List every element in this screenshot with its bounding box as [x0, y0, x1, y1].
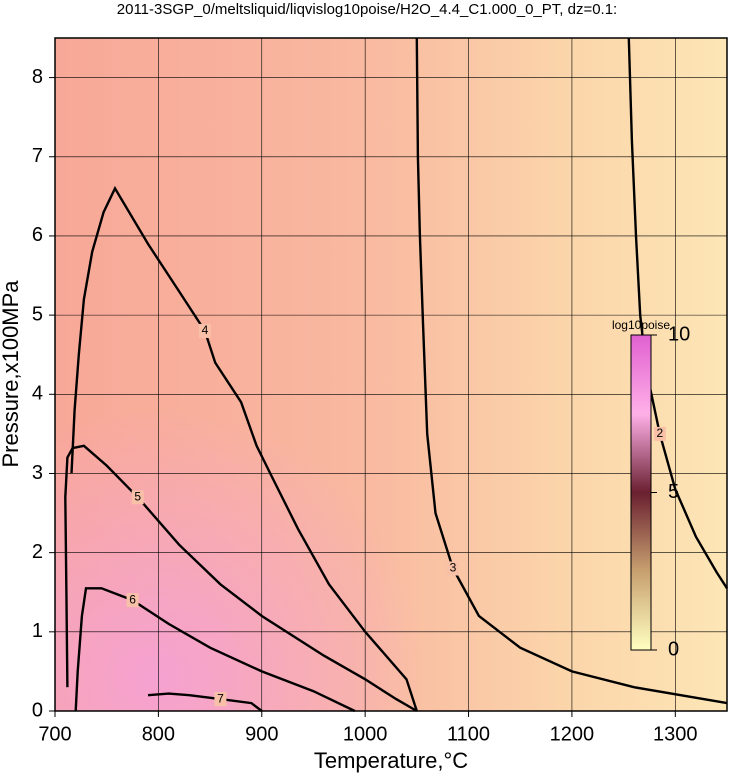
y-tick-label: 2: [32, 541, 43, 563]
contour-label: 5: [134, 489, 141, 503]
x-tick-label: 1200: [550, 723, 595, 745]
y-tick-label: 1: [32, 620, 43, 642]
colorbar-label: log10poise: [612, 318, 670, 332]
x-tick-label: 1000: [343, 723, 388, 745]
x-tick-label: 800: [142, 723, 175, 745]
contour-line: [415, 37, 728, 705]
y-tick-label: 7: [32, 145, 43, 167]
contour-line: [627, 37, 729, 589]
chart-title: 2011-3SGP_0/meltsliquid/liqvislog10poise…: [117, 1, 617, 18]
y-tick-label: 8: [32, 66, 43, 88]
plot-shade: [55, 38, 727, 711]
x-axis-label: Temperature,°C: [314, 748, 468, 773]
x-tick-label: 700: [38, 723, 71, 745]
contour-label-bg: [214, 692, 227, 707]
y-axis-label: Pressure,x100MPa: [0, 280, 23, 468]
y-tick-label: 5: [32, 303, 43, 325]
contour-label: 2: [656, 426, 663, 440]
contour-label-bg: [126, 593, 139, 608]
colorbar-tick-label: 0: [668, 638, 679, 660]
colorbar: [630, 334, 652, 651]
contour-label-bg: [131, 490, 144, 505]
contour-label: 6: [129, 592, 136, 606]
x-tick-label: 900: [245, 723, 278, 745]
contour-label: 3: [450, 561, 457, 575]
contour-label: 4: [202, 323, 209, 337]
contour-label-bg: [447, 561, 460, 576]
contour-label: 7: [217, 691, 224, 705]
y-tick-label: 6: [32, 224, 43, 246]
x-tick-label: 1300: [653, 723, 698, 745]
plot-frame: [54, 37, 728, 712]
y-tick-label: 4: [32, 383, 43, 405]
y-tick-label: 3: [32, 462, 43, 484]
contour-label-bg: [198, 323, 211, 338]
contour-label-bg: [653, 426, 666, 441]
colorbar-tick-label: 5: [668, 481, 679, 503]
x-tick-label: 1100: [447, 723, 490, 745]
y-tick-label: 0: [32, 699, 43, 721]
contour-line: [147, 692, 263, 712]
colorbar-tick-label: 10: [668, 323, 690, 345]
